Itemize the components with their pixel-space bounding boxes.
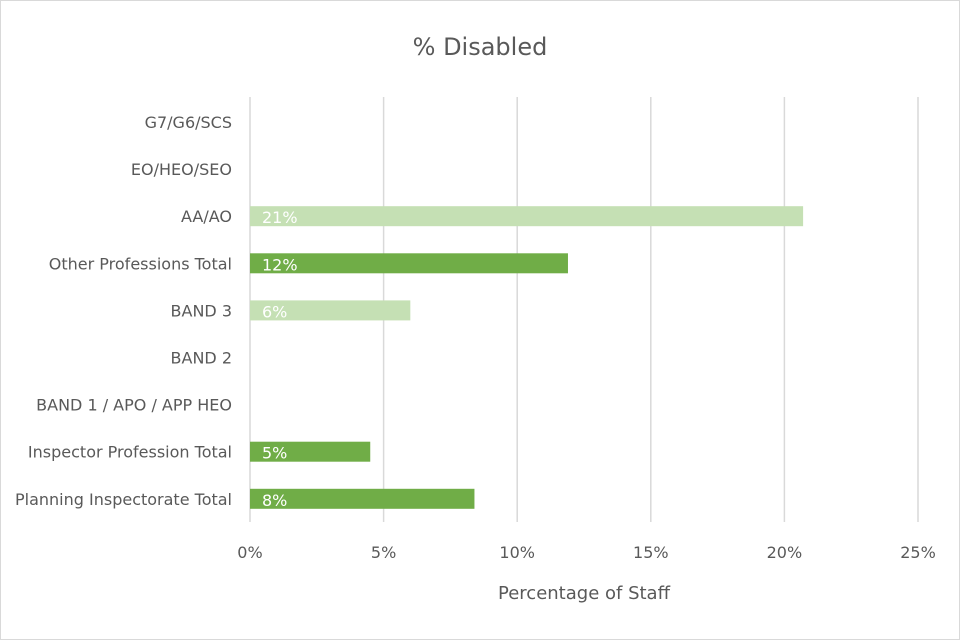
x-tick-label: 0% — [237, 543, 262, 562]
x-tick-label: 15% — [633, 543, 669, 562]
bar — [250, 253, 568, 274]
x-tick-label: 10% — [499, 543, 535, 562]
chart-title: % Disabled — [413, 33, 548, 61]
x-tick-label: 20% — [767, 543, 803, 562]
category-label: BAND 2 — [171, 349, 232, 368]
x-tick-label: 5% — [371, 543, 396, 562]
category-label: Planning Inspectorate Total — [15, 490, 232, 509]
data-label: 8% — [262, 491, 287, 510]
data-label: 5% — [262, 444, 287, 463]
data-label: 12% — [262, 255, 298, 274]
bar — [250, 488, 475, 509]
category-label: BAND 3 — [171, 301, 232, 320]
category-label: AA/AO — [181, 207, 232, 226]
bar — [250, 300, 411, 321]
category-label: G7/G6/SCS — [145, 113, 232, 132]
category-label: Inspector Profession Total — [28, 443, 232, 462]
data-label: 6% — [262, 302, 287, 321]
bar — [250, 441, 371, 462]
category-label: EO/HEO/SEO — [131, 160, 232, 179]
x-axis-label: Percentage of Staff — [498, 583, 671, 604]
category-label: Other Professions Total — [49, 254, 232, 273]
category-label: BAND 1 / APO / APP HEO — [36, 396, 232, 415]
data-label: 21% — [262, 208, 298, 227]
x-tick-label: 25% — [900, 543, 936, 562]
bar — [250, 206, 804, 227]
